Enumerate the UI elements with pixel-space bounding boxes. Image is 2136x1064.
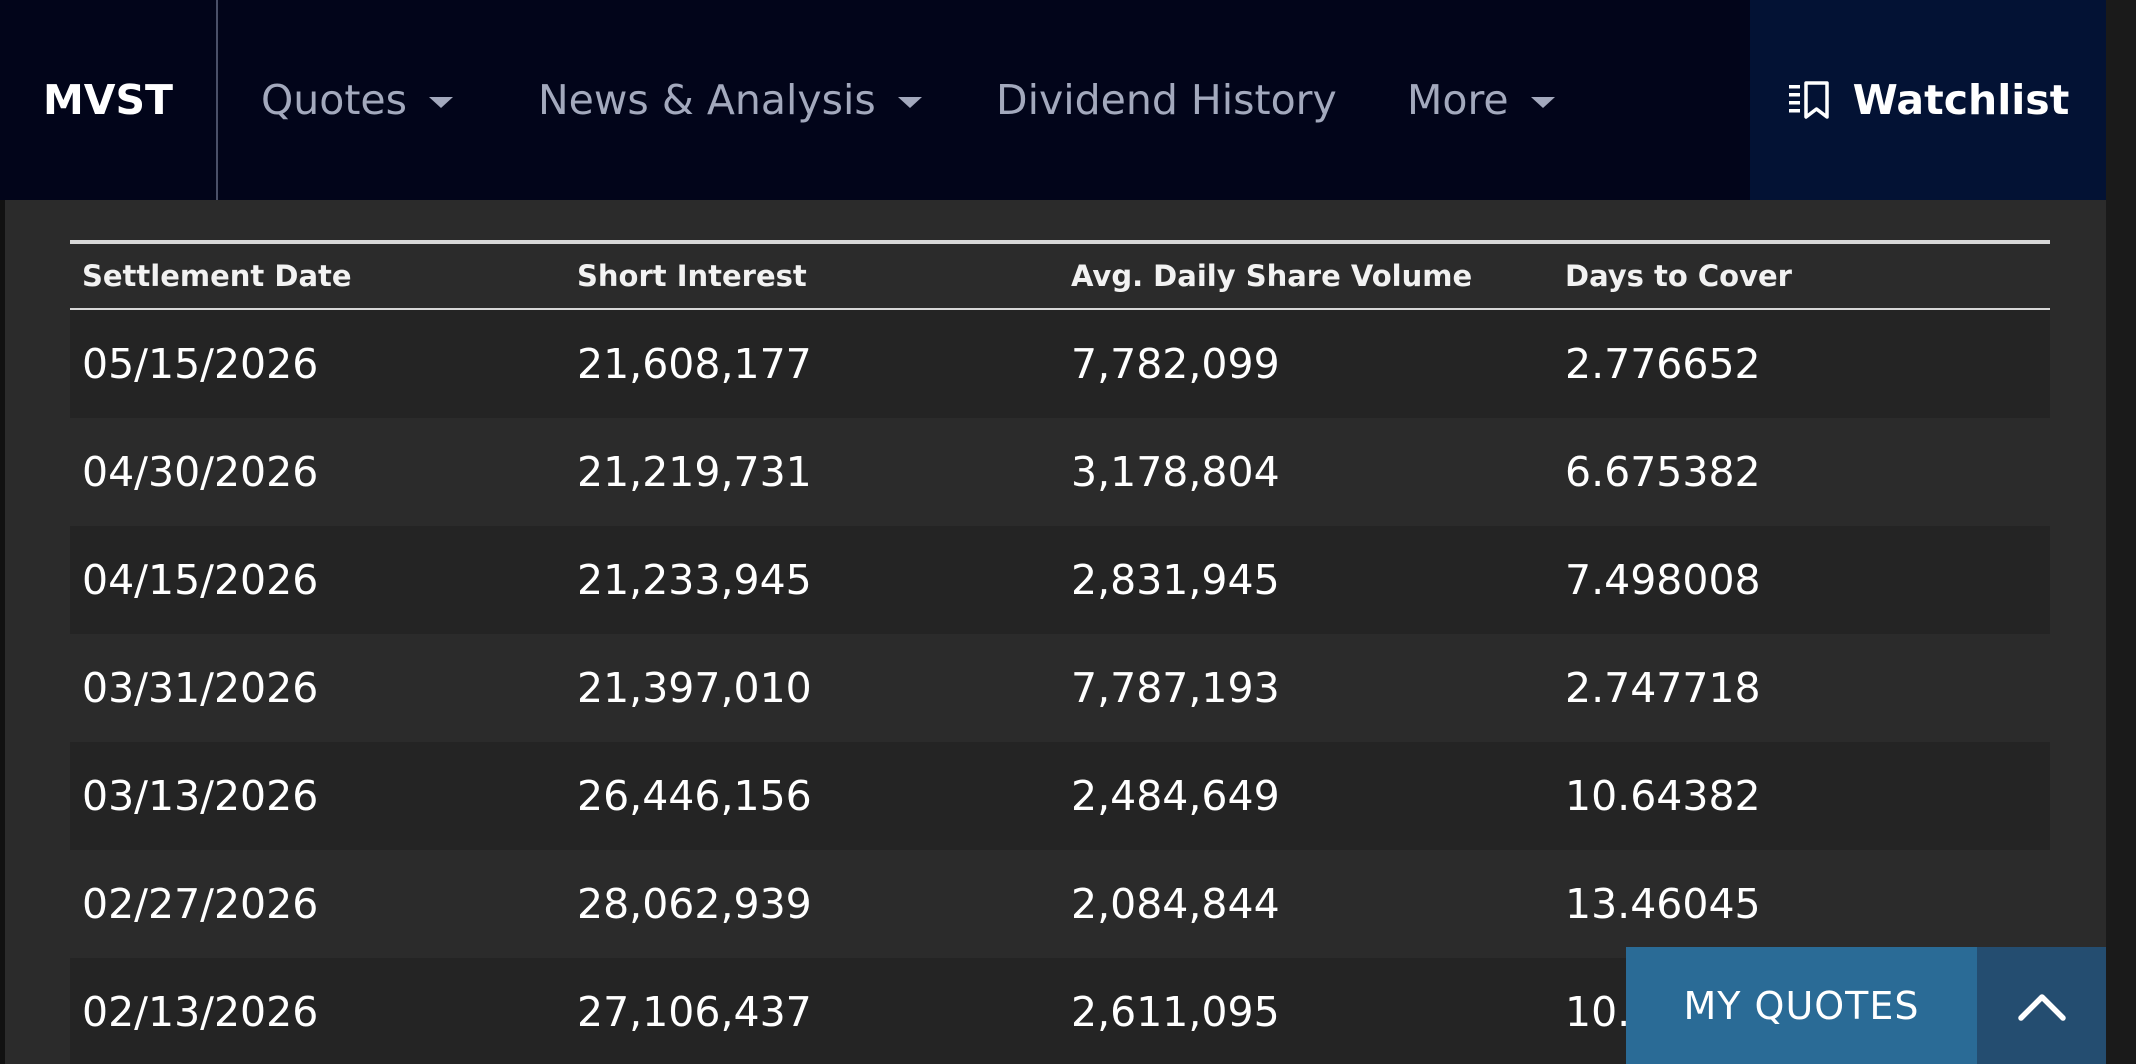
cell-avg-daily-volume: 7,787,193	[1071, 664, 1280, 712]
cell-short-interest: 26,446,156	[577, 772, 812, 820]
cell-settlement-date: 04/15/2026	[82, 556, 319, 604]
short-interest-panel: Settlement Date Short Interest Avg. Dail…	[5, 200, 2106, 1064]
cell-days-to-cover: 7.498008	[1565, 556, 1761, 604]
cell-settlement-date: 02/13/2026	[82, 988, 319, 1036]
nav-item-news-analysis[interactable]: News & Analysis	[538, 0, 922, 200]
cell-days-to-cover: 2.776652	[1565, 340, 1761, 388]
cell-days-to-cover: 13.46045	[1565, 880, 1761, 928]
my-quotes-button[interactable]: MY QUOTES	[1626, 947, 1977, 1064]
header-days-to-cover[interactable]: Days to Cover	[1565, 259, 1792, 293]
cell-short-interest: 28,062,939	[577, 880, 812, 928]
cell-settlement-date: 03/13/2026	[82, 772, 319, 820]
nav-item-label: Quotes	[261, 76, 408, 124]
cell-days-to-cover: 6.675382	[1565, 448, 1761, 496]
table-top-rule	[70, 240, 2050, 244]
cell-short-interest: 21,219,731	[577, 448, 812, 496]
table-row: 05/15/2026 21,608,177 7,782,099 2.776652	[70, 310, 2050, 418]
nav-item-dividend-history[interactable]: Dividend History	[996, 0, 1337, 200]
table-row: 02/27/2026 28,062,939 2,084,844 13.46045	[70, 850, 2050, 958]
nav-item-label: Dividend History	[996, 76, 1337, 124]
ticker-symbol[interactable]: MVST	[0, 0, 218, 200]
my-quotes-widget: MY QUOTES	[1626, 947, 2106, 1064]
table-header-row: Settlement Date Short Interest Avg. Dail…	[70, 244, 2050, 310]
table-row: 03/13/2026 26,446,156 2,484,649 10.64382	[70, 742, 2050, 850]
chevron-down-icon	[897, 96, 922, 108]
nav-item-label: More	[1407, 76, 1509, 124]
cell-days-to-cover: 10.64382	[1565, 772, 1761, 820]
cell-short-interest: 21,608,177	[577, 340, 812, 388]
cell-short-interest: 21,233,945	[577, 556, 812, 604]
cell-settlement-date: 03/31/2026	[82, 664, 319, 712]
cell-short-interest: 27,106,437	[577, 988, 812, 1036]
cell-avg-daily-volume: 2,484,649	[1071, 772, 1280, 820]
top-nav: MVST Quotes News & Analysis Dividend His…	[0, 0, 2106, 200]
cell-avg-daily-volume: 7,782,099	[1071, 340, 1280, 388]
nav-item-more[interactable]: More	[1407, 0, 1555, 200]
cell-days-to-cover: 2.747718	[1565, 664, 1761, 712]
nav-item-quotes[interactable]: Quotes	[261, 0, 454, 200]
cell-avg-daily-volume: 3,178,804	[1071, 448, 1280, 496]
cell-avg-daily-volume: 2,611,095	[1071, 988, 1280, 1036]
chevron-down-icon	[429, 96, 454, 108]
table-row: 04/30/2026 21,219,731 3,178,804 6.675382	[70, 418, 2050, 526]
watchlist-label: Watchlist	[1852, 76, 2070, 124]
page-scrollbar[interactable]	[2106, 0, 2136, 1064]
watchlist-bookmark-icon	[1788, 81, 1829, 119]
cell-settlement-date: 05/15/2026	[82, 340, 319, 388]
header-avg-daily-share-volume[interactable]: Avg. Daily Share Volume	[1071, 259, 1473, 293]
my-quotes-toggle-button[interactable]	[1977, 947, 2106, 1064]
chevron-down-icon	[1530, 96, 1555, 108]
cell-avg-daily-volume: 2,084,844	[1071, 880, 1280, 928]
header-settlement-date[interactable]: Settlement Date	[82, 259, 352, 293]
header-short-interest[interactable]: Short Interest	[577, 259, 807, 293]
nav-item-label: News & Analysis	[538, 76, 876, 124]
watchlist-button[interactable]: Watchlist	[1750, 0, 2106, 200]
cell-settlement-date: 04/30/2026	[82, 448, 319, 496]
cell-avg-daily-volume: 2,831,945	[1071, 556, 1280, 604]
short-interest-table: Settlement Date Short Interest Avg. Dail…	[70, 240, 2050, 1064]
cell-settlement-date: 02/27/2026	[82, 880, 319, 928]
chevron-up-icon	[2017, 993, 2066, 1021]
table-row: 04/15/2026 21,233,945 2,831,945 7.498008	[70, 526, 2050, 634]
table-row: 03/31/2026 21,397,010 7,787,193 2.747718	[70, 634, 2050, 742]
cell-short-interest: 21,397,010	[577, 664, 812, 712]
